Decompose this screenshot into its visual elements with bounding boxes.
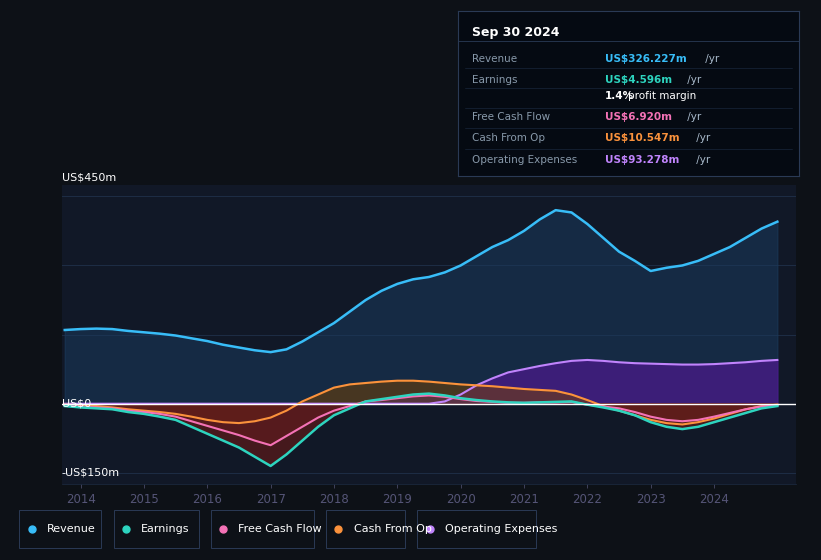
Text: Cash From Op: Cash From Op xyxy=(354,524,432,534)
Text: Free Cash Flow: Free Cash Flow xyxy=(472,112,550,122)
Text: US$326.227m: US$326.227m xyxy=(604,54,686,64)
Text: Revenue: Revenue xyxy=(47,524,95,534)
Text: profit margin: profit margin xyxy=(628,91,696,101)
Text: US$4.596m: US$4.596m xyxy=(604,74,672,85)
Text: US$450m: US$450m xyxy=(62,172,116,182)
Text: /yr: /yr xyxy=(702,54,719,64)
Text: Cash From Op: Cash From Op xyxy=(472,133,545,143)
Text: /yr: /yr xyxy=(685,74,702,85)
Text: US$10.547m: US$10.547m xyxy=(604,133,679,143)
Text: Operating Expenses: Operating Expenses xyxy=(472,155,577,165)
Text: /yr: /yr xyxy=(693,155,710,165)
Text: /yr: /yr xyxy=(685,112,702,122)
Text: US$93.278m: US$93.278m xyxy=(604,155,679,165)
Text: Free Cash Flow: Free Cash Flow xyxy=(238,524,322,534)
Text: US$0: US$0 xyxy=(62,399,91,409)
Text: -US$150m: -US$150m xyxy=(62,468,120,478)
Text: Revenue: Revenue xyxy=(472,54,517,64)
Text: Earnings: Earnings xyxy=(141,524,190,534)
Text: Operating Expenses: Operating Expenses xyxy=(445,524,557,534)
Text: Sep 30 2024: Sep 30 2024 xyxy=(472,26,559,39)
Text: US$6.920m: US$6.920m xyxy=(604,112,672,122)
Text: 1.4%: 1.4% xyxy=(604,91,634,101)
Text: /yr: /yr xyxy=(693,133,710,143)
Text: Earnings: Earnings xyxy=(472,74,517,85)
